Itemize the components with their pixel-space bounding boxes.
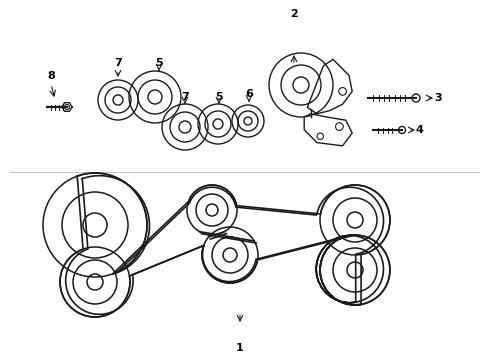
- Text: 1: 1: [236, 343, 244, 353]
- Text: 7: 7: [114, 58, 122, 68]
- Text: 4: 4: [414, 125, 422, 135]
- Text: 5: 5: [155, 58, 163, 68]
- Text: 2: 2: [289, 9, 297, 19]
- Text: 6: 6: [244, 89, 252, 99]
- Text: 3: 3: [433, 93, 441, 103]
- Text: 5: 5: [215, 92, 223, 102]
- Text: 8: 8: [47, 71, 55, 81]
- Text: 7: 7: [181, 92, 188, 102]
